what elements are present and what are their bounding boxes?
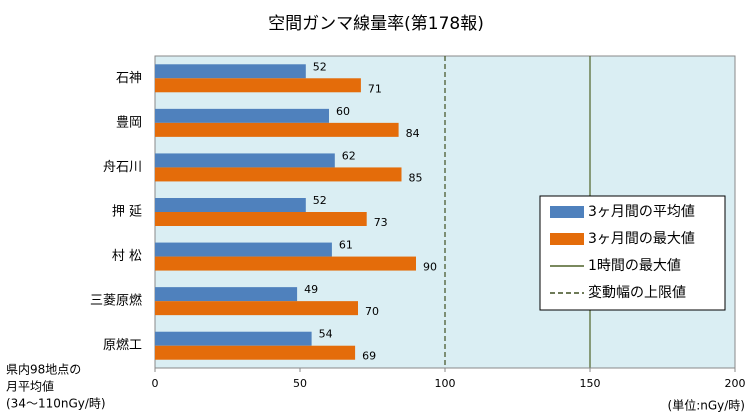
bar: [155, 78, 361, 93]
value-label: 61: [339, 239, 353, 252]
x-tick-label: 50: [293, 377, 307, 390]
bar: [155, 345, 356, 360]
unit-label: (単位:nGy/時): [668, 398, 745, 413]
note-text: 県内98地点の: [6, 363, 81, 377]
y-tick-label: 豊岡: [116, 115, 142, 130]
bar: [155, 153, 335, 168]
value-label: 85: [409, 171, 423, 184]
value-label: 54: [319, 328, 333, 341]
legend-swatch: [550, 233, 584, 245]
value-label: 69: [362, 350, 376, 363]
bar: [155, 108, 329, 123]
bar: [155, 242, 332, 257]
x-tick-label: 200: [725, 377, 746, 390]
value-label: 62: [342, 149, 356, 162]
bar: [155, 212, 367, 226]
bar: [155, 301, 358, 316]
x-tick-label: 100: [435, 377, 456, 390]
x-tick-label: 0: [152, 377, 159, 390]
value-label: 84: [406, 127, 420, 140]
chart-title: 空間ガンマ線量率(第178報): [268, 14, 484, 34]
note-text: 月平均値: [6, 379, 54, 394]
y-tick-label: 村 松: [112, 249, 142, 264]
bar: [155, 256, 416, 271]
value-label: 70: [365, 305, 379, 318]
value-label: 49: [304, 283, 318, 296]
legend-swatch: [550, 206, 584, 218]
bar: [155, 64, 306, 79]
value-label: 52: [313, 194, 327, 207]
value-label: 71: [368, 82, 382, 95]
y-tick-label: 石神: [116, 71, 142, 86]
bar: [155, 331, 312, 346]
bar: [155, 122, 399, 137]
y-tick-label: 押 延: [112, 205, 142, 220]
legend-label: 3ヶ月間の平均値: [588, 204, 695, 220]
note-text: (34～110nGy/時): [6, 397, 106, 411]
legend-label: 1時間の最大値: [588, 258, 681, 274]
bar: [155, 198, 306, 212]
value-label: 90: [423, 261, 437, 274]
y-tick-label: 原燃工: [103, 337, 142, 353]
bar: [155, 287, 298, 302]
legend-label: 変動幅の上限値: [588, 284, 686, 301]
legend-label: 3ヶ月間の最大値: [588, 231, 695, 247]
y-tick-label: 舟石川: [103, 160, 142, 175]
x-tick-label: 150: [580, 377, 601, 390]
value-label: 73: [374, 216, 388, 229]
y-tick-label: 三菱原燃: [90, 293, 142, 309]
bar: [155, 167, 402, 182]
value-label: 60: [336, 105, 350, 118]
value-label: 52: [313, 60, 327, 73]
